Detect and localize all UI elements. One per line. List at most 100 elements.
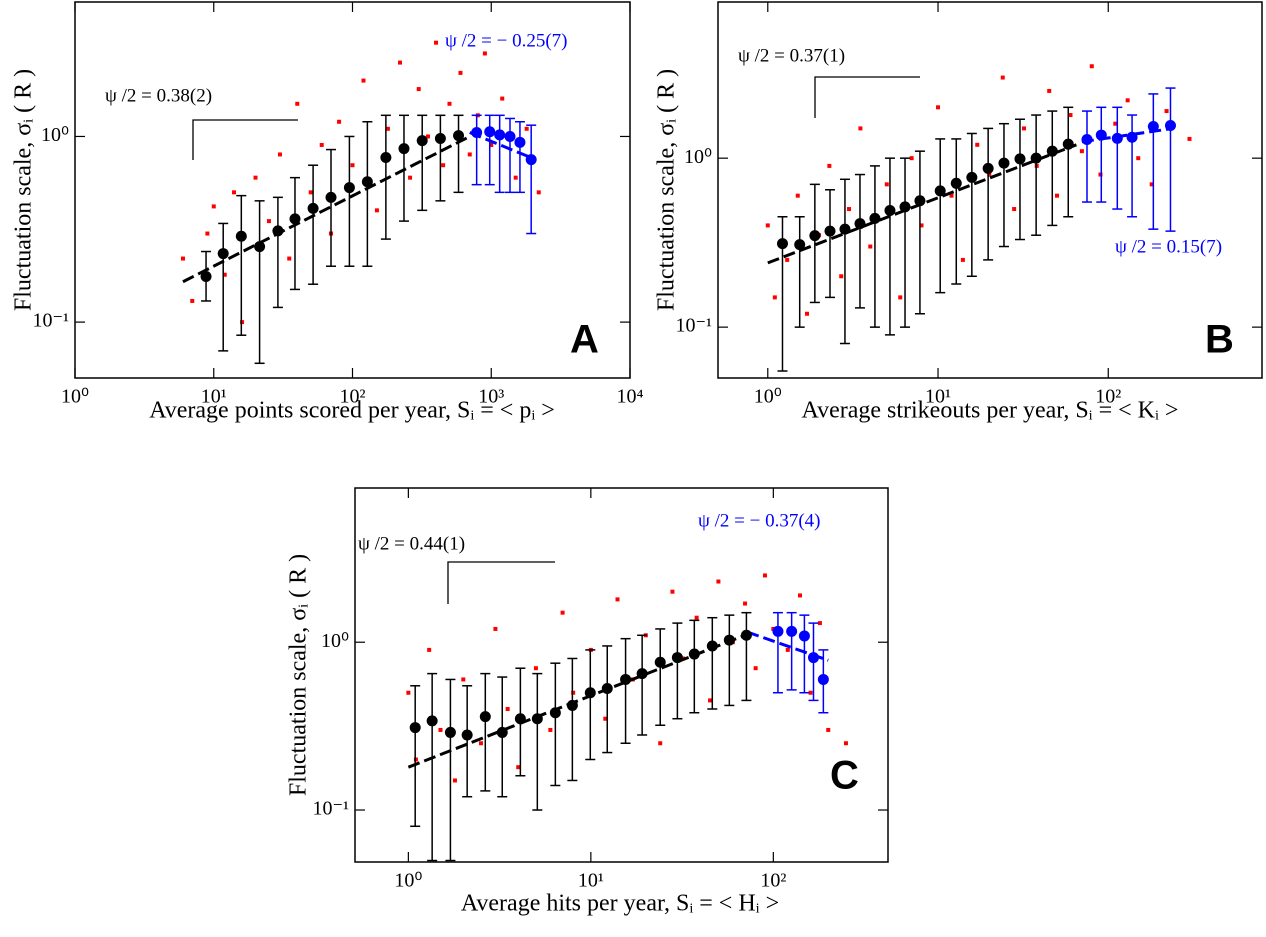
bin-mean — [776, 238, 788, 250]
bin-mean — [549, 707, 561, 719]
data-point — [753, 666, 758, 671]
data-point — [1187, 136, 1192, 141]
data-point — [277, 152, 282, 157]
bin-mean — [325, 191, 337, 203]
axes-frame — [717, 1, 1263, 379]
bin-mean — [479, 711, 491, 723]
x-tick-label: 10⁰ — [754, 386, 782, 408]
bin-mean — [514, 713, 526, 725]
data-point — [765, 223, 770, 228]
data-point — [817, 621, 822, 626]
bin-mean — [426, 715, 438, 727]
x-tick-label: 10² — [1095, 386, 1121, 408]
bin-mean — [869, 212, 881, 224]
data-point — [441, 163, 446, 168]
bin-mean — [1046, 145, 1058, 157]
y-tick-label: 10⁰ — [41, 124, 69, 146]
data-point — [1068, 113, 1073, 118]
bin-mean — [434, 133, 446, 145]
data-point — [205, 231, 210, 236]
x-tick-label: 10¹ — [578, 870, 604, 892]
data-point — [287, 256, 292, 261]
bin-mean — [899, 201, 911, 213]
data-point — [533, 666, 538, 671]
data-point — [603, 716, 608, 721]
bin-mean — [1081, 133, 1093, 145]
bin-mean — [504, 130, 516, 142]
bin-mean — [654, 656, 666, 668]
data-point — [232, 190, 237, 195]
fit-line — [407, 633, 746, 769]
data-point — [909, 156, 914, 161]
bin-mean — [839, 223, 851, 235]
annotation: ψ /2 = 0.37(1) — [738, 45, 845, 66]
data-point — [1113, 121, 1118, 126]
bin-mean — [934, 185, 946, 197]
data-point — [785, 257, 790, 262]
data-point — [847, 207, 852, 212]
data-point — [843, 741, 848, 746]
data-point — [708, 698, 713, 703]
data-point — [524, 126, 529, 131]
data-point — [1022, 126, 1027, 131]
slope-bracket — [814, 76, 920, 118]
data-point — [716, 579, 721, 584]
data-point — [438, 727, 443, 732]
plot-area — [765, 64, 1192, 372]
x-axis-label: Average points scored per year, Sᵢ = < p… — [149, 398, 555, 424]
data-point — [319, 142, 324, 147]
data-point — [308, 190, 313, 195]
bin-mean — [409, 722, 421, 734]
x-tick-label: 10⁰ — [61, 386, 89, 408]
x-tick-label: 10¹ — [925, 386, 951, 408]
data-point — [658, 741, 663, 746]
data-point — [482, 51, 487, 56]
data-point — [884, 182, 889, 187]
annotation: ψ /2 = − 0.25(7) — [445, 30, 568, 51]
data-point — [427, 647, 432, 652]
x-tick-label: 10² — [340, 386, 366, 408]
data-point — [500, 96, 505, 101]
data-point — [361, 78, 366, 83]
data-point — [1149, 182, 1154, 187]
bin-mean — [525, 154, 537, 166]
data-point — [1047, 88, 1052, 93]
data-point — [795, 193, 800, 198]
data-point — [548, 727, 553, 732]
bin-mean — [398, 143, 410, 155]
data-point — [1125, 98, 1130, 103]
data-point — [960, 257, 965, 262]
data-point — [416, 87, 421, 92]
data-point — [190, 298, 195, 303]
annotation: ψ /2 = − 0.37(4) — [698, 510, 821, 531]
panel-label: B — [1205, 318, 1234, 362]
data-point — [434, 40, 439, 45]
data-point — [1098, 172, 1103, 177]
data-point — [536, 190, 541, 195]
data-point — [458, 70, 463, 75]
bin-mean — [824, 225, 836, 237]
data-point — [975, 142, 980, 147]
y-axis-label: Fluctuation scale, σᵢ ( R ) — [654, 69, 680, 311]
data-point — [398, 60, 403, 65]
x-axis-label: Average strikeouts per year, Sᵢ = < Kᵢ > — [802, 398, 1179, 424]
fit-line — [1081, 126, 1174, 144]
plot-area — [180, 40, 541, 365]
y-tick-label: 10⁻¹ — [32, 310, 69, 332]
bin-mean — [217, 248, 229, 260]
slope-bracket — [447, 561, 555, 604]
data-point — [516, 765, 521, 770]
y-tick-label: 10⁻¹ — [675, 315, 712, 337]
y-axis-label: Fluctuation scale, σᵢ ( R ) — [11, 69, 37, 311]
data-point — [478, 741, 483, 746]
bin-mean — [817, 673, 829, 685]
bin-mean — [740, 629, 752, 641]
data-point — [1136, 156, 1141, 161]
bin-mean — [361, 176, 373, 188]
bin-mean — [1126, 131, 1138, 143]
data-point — [670, 589, 675, 594]
annotation: ψ /2 = 0.38(2) — [105, 85, 212, 106]
data-point — [868, 244, 873, 249]
bin-mean — [601, 682, 613, 694]
bin-mean — [998, 157, 1010, 169]
